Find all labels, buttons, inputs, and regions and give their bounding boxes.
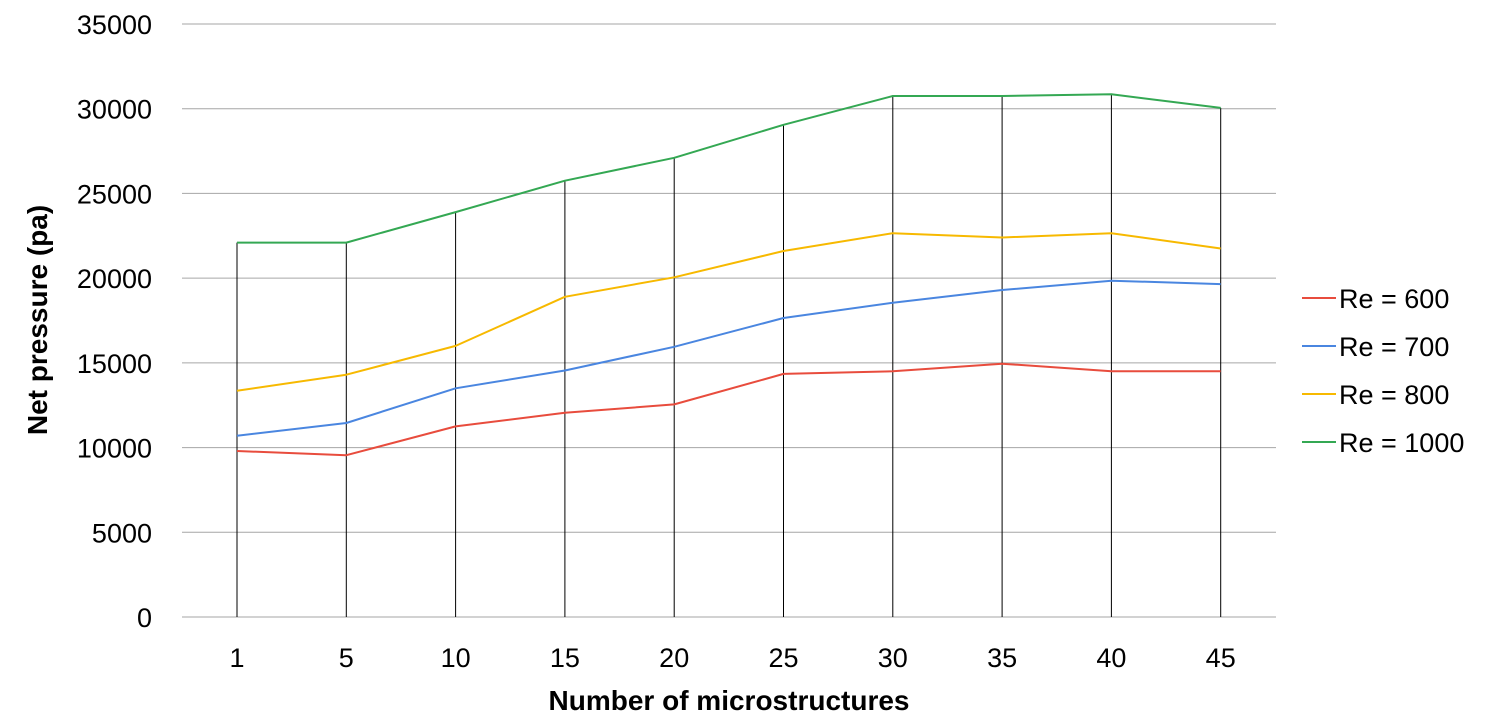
drop-lines <box>236 94 1222 617</box>
y-tick-label: 25000 <box>77 179 152 209</box>
x-tick-label: 40 <box>1096 643 1126 673</box>
x-axis-title: Number of microstructures <box>549 685 910 716</box>
x-tick-label: 15 <box>550 643 580 673</box>
gridlines <box>182 23 1276 618</box>
x-tick-label: 10 <box>441 643 471 673</box>
x-tick-label: 30 <box>878 643 908 673</box>
series-line-3 <box>236 232 1221 392</box>
y-axis-ticks: 0 5000 10000 15000 20000 25000 30000 35000 <box>77 10 152 633</box>
y-tick-label: 5000 <box>92 518 152 548</box>
x-tick-label: 45 <box>1206 643 1236 673</box>
x-tick-label: 35 <box>987 643 1017 673</box>
series-line-4 <box>237 93 1221 244</box>
legend-label-4: Re = 1000 <box>1339 428 1464 458</box>
series-line-2 <box>236 279 1221 437</box>
legend-label-2: Re = 700 <box>1339 332 1449 362</box>
x-tick-label: 25 <box>768 643 798 673</box>
legend: Re = 600 Re = 700 Re = 800 Re = 1000 <box>1302 284 1464 458</box>
legend-label-1: Re = 600 <box>1339 284 1449 314</box>
y-tick-label: 10000 <box>77 434 152 464</box>
legend-label-3: Re = 800 <box>1339 380 1449 410</box>
series-lines <box>236 93 1221 457</box>
y-tick-label: 20000 <box>77 264 152 294</box>
x-tick-label: 1 <box>229 643 244 673</box>
y-tick-label: 15000 <box>77 349 152 379</box>
x-tick-label: 20 <box>659 643 689 673</box>
x-tick-label: 5 <box>339 643 354 673</box>
x-axis-ticks: 1 5 10 15 20 25 30 35 40 45 <box>229 643 1235 673</box>
y-tick-label: 0 <box>137 603 152 633</box>
y-tick-label: 35000 <box>77 10 152 40</box>
y-axis-title: Net pressure (pa) <box>22 205 53 435</box>
y-tick-label: 30000 <box>77 95 152 125</box>
series-line-1 <box>236 362 1221 457</box>
